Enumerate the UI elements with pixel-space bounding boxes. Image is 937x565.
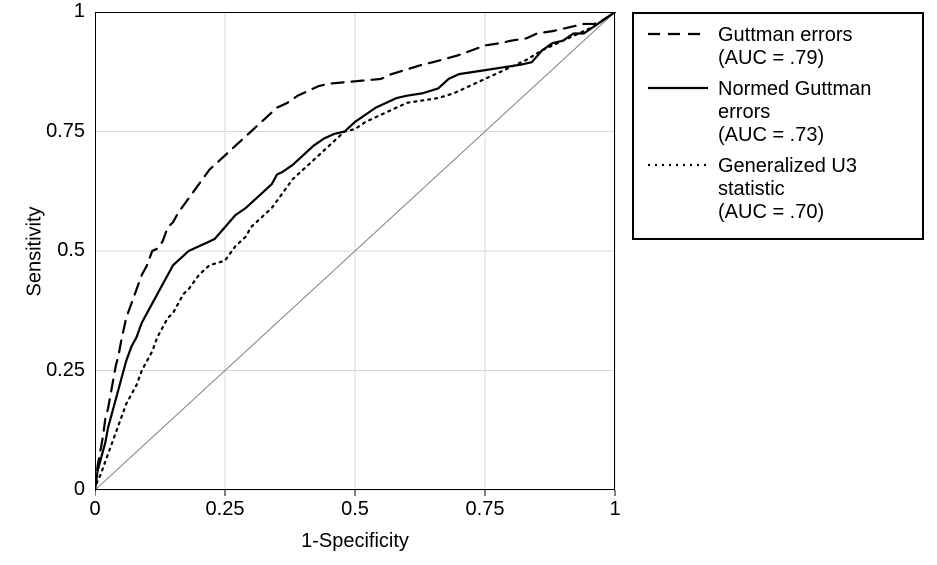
roc-plot-svg [95,12,665,530]
x-tick-label: 0.5 [325,498,385,521]
legend-label: Generalized U3 statistic (AUC = .70) [718,155,908,224]
y-tick-label: 0.25 [35,359,85,382]
x-tick-label: 1 [585,498,645,521]
roc-plot [95,12,615,530]
x-tick-label: 0.75 [455,498,515,521]
legend-item-normed: Normed Guttman errors (AUC = .73) [648,78,908,147]
x-tick-label: 0 [65,498,125,521]
legend-swatch [648,155,708,175]
y-tick-label: 1 [35,0,85,23]
legend-item-u3: Generalized U3 statistic (AUC = .70) [648,155,908,224]
legend-item-guttman: Guttman errors (AUC = .79) [648,24,908,70]
legend-label: Normed Guttman errors (AUC = .73) [718,78,908,147]
legend: Guttman errors (AUC = .79) Normed Guttman… [632,12,924,240]
y-tick-label: 0 [35,478,85,501]
x-axis-label: 1-Specificity [95,530,615,553]
legend-swatch [648,24,708,44]
y-tick-label: 0.75 [35,120,85,143]
legend-label: Guttman errors (AUC = .79) [718,24,908,70]
y-tick-label: 0.5 [35,239,85,262]
x-tick-label: 0.25 [195,498,255,521]
legend-swatch [648,78,708,98]
